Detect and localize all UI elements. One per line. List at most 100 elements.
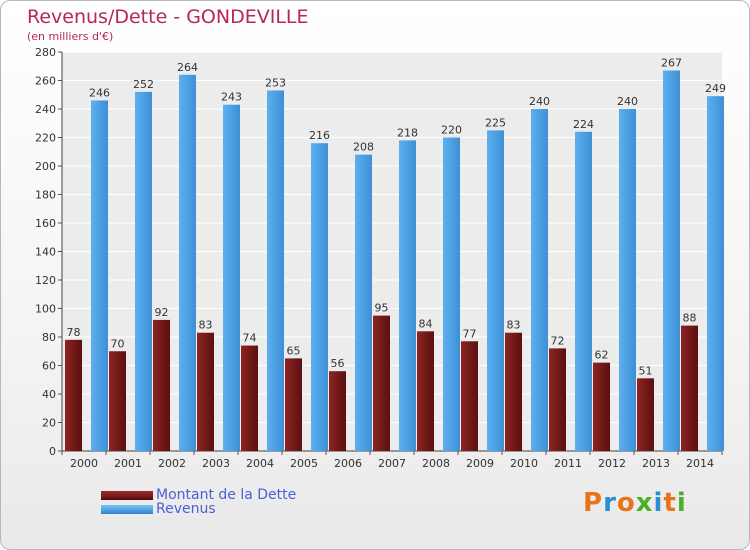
x-tick-label-2009: 2009 bbox=[466, 457, 494, 470]
y-tick-label-140: 140 bbox=[35, 246, 56, 259]
x-tick-label-2005: 2005 bbox=[290, 457, 318, 470]
data-label-dette-2000: 78 bbox=[67, 326, 81, 339]
bar-dette-2010 bbox=[505, 332, 522, 451]
x-tick-label-2004: 2004 bbox=[246, 457, 274, 470]
bar-revenus-2008 bbox=[443, 137, 460, 451]
data-label-dette-2005: 65 bbox=[287, 344, 301, 357]
bar-revenus-2002 bbox=[179, 74, 196, 452]
bar-dette-2007 bbox=[373, 315, 390, 451]
proxiti-logo-letter: i bbox=[676, 488, 687, 518]
bar-dette-2012 bbox=[593, 362, 610, 451]
y-tick-label-200: 200 bbox=[35, 160, 56, 173]
proxiti-logo-letter: r bbox=[603, 488, 617, 518]
data-label-revenus-2006: 208 bbox=[353, 141, 374, 154]
data-label-dette-2013: 51 bbox=[639, 364, 653, 377]
bar-revenus-2001 bbox=[135, 91, 152, 452]
bar-revenus-2013 bbox=[663, 70, 680, 452]
proxiti-logo-letter: P bbox=[583, 488, 604, 518]
bar-dette-2008 bbox=[417, 331, 434, 451]
data-label-dette-2003: 83 bbox=[199, 319, 213, 332]
data-label-dette-2009: 77 bbox=[463, 327, 477, 340]
legend-swatch-dette bbox=[101, 491, 153, 500]
x-tick-label-2000: 2000 bbox=[70, 457, 98, 470]
x-tick-label-2007: 2007 bbox=[378, 457, 406, 470]
proxiti-logo-letter: o bbox=[616, 488, 636, 518]
bar-revenus-2003 bbox=[223, 104, 240, 451]
chart-subtitle: (en milliers d'€) bbox=[27, 30, 114, 43]
data-label-dette-2007: 95 bbox=[375, 302, 389, 315]
data-label-revenus-2009: 225 bbox=[485, 116, 506, 129]
x-tick-label-2013: 2013 bbox=[642, 457, 670, 470]
x-tick-label-2001: 2001 bbox=[114, 457, 142, 470]
y-tick-label-180: 180 bbox=[35, 189, 56, 202]
data-label-revenus-2000: 246 bbox=[89, 86, 110, 99]
bar-revenus-2014 bbox=[707, 96, 724, 452]
data-label-revenus-2010: 240 bbox=[529, 95, 550, 108]
x-tick-label-2011: 2011 bbox=[554, 457, 582, 470]
bar-dette-2003 bbox=[197, 332, 214, 451]
y-tick-label-120: 120 bbox=[35, 274, 56, 287]
data-label-revenus-2012: 240 bbox=[617, 95, 638, 108]
y-tick-label-60: 60 bbox=[42, 360, 56, 373]
bar-dette-2009 bbox=[461, 341, 478, 451]
x-tick-label-2002: 2002 bbox=[158, 457, 186, 470]
data-label-revenus-2005: 216 bbox=[309, 129, 330, 142]
proxiti-logo-letter: t bbox=[663, 488, 677, 518]
data-label-revenus-2003: 243 bbox=[221, 91, 242, 104]
data-label-revenus-2014: 249 bbox=[705, 82, 726, 95]
proxiti-logo-letter: x bbox=[635, 488, 654, 518]
bar-dette-2014 bbox=[681, 325, 698, 451]
bar-dette-2000 bbox=[65, 339, 82, 451]
y-tick-label-240: 240 bbox=[35, 103, 56, 116]
x-tick-label-2008: 2008 bbox=[422, 457, 450, 470]
y-tick-label-0: 0 bbox=[49, 445, 56, 458]
data-label-dette-2011: 72 bbox=[551, 334, 565, 347]
legend-label-revenus: Revenus bbox=[156, 501, 216, 517]
data-label-revenus-2001: 252 bbox=[133, 78, 154, 91]
y-tick-label-220: 220 bbox=[35, 132, 56, 145]
proxiti-logo-letter: i bbox=[653, 488, 664, 518]
bar-dette-2004 bbox=[241, 345, 258, 451]
bar-revenus-2010 bbox=[531, 109, 548, 451]
chart-title: Revenus/Dette - GONDEVILLE bbox=[27, 6, 309, 28]
bar-revenus-2000 bbox=[91, 100, 108, 451]
data-label-revenus-2008: 220 bbox=[441, 124, 462, 137]
x-tick-label-2012: 2012 bbox=[598, 457, 626, 470]
data-label-revenus-2002: 264 bbox=[177, 61, 198, 74]
legend-label-dette: Montant de la Dette bbox=[156, 487, 297, 503]
bar-revenus-2007 bbox=[399, 140, 416, 451]
bar-dette-2002 bbox=[153, 319, 170, 451]
x-tick-label-2014: 2014 bbox=[686, 457, 714, 470]
data-label-dette-2004: 74 bbox=[243, 332, 257, 345]
data-label-dette-2006: 56 bbox=[331, 357, 345, 370]
bar-dette-2005 bbox=[285, 358, 302, 451]
data-label-revenus-2011: 224 bbox=[573, 118, 594, 131]
data-label-dette-2010: 83 bbox=[507, 319, 521, 332]
y-tick-label-160: 160 bbox=[35, 217, 56, 230]
y-tick-label-280: 280 bbox=[35, 46, 56, 59]
bar-dette-2006 bbox=[329, 371, 346, 451]
y-tick-label-20: 20 bbox=[42, 417, 56, 430]
bar-revenus-2005 bbox=[311, 143, 328, 451]
x-tick-label-2003: 2003 bbox=[202, 457, 230, 470]
bar-revenus-2004 bbox=[267, 90, 284, 451]
bar-revenus-2006 bbox=[355, 154, 372, 451]
y-tick-label-100: 100 bbox=[35, 303, 56, 316]
data-label-dette-2002: 92 bbox=[155, 306, 169, 319]
data-label-revenus-2004: 253 bbox=[265, 76, 286, 89]
data-label-dette-2014: 88 bbox=[683, 312, 697, 325]
x-tick-label-2010: 2010 bbox=[510, 457, 538, 470]
y-tick-label-40: 40 bbox=[42, 388, 56, 401]
legend-swatch-revenus bbox=[101, 505, 153, 514]
proxiti-logo: Proxiti bbox=[583, 488, 687, 518]
bar-dette-2001 bbox=[109, 351, 126, 451]
data-label-dette-2012: 62 bbox=[595, 349, 609, 362]
data-label-revenus-2013: 267 bbox=[661, 57, 682, 70]
y-tick-label-80: 80 bbox=[42, 331, 56, 344]
bar-revenus-2009 bbox=[487, 130, 504, 451]
data-label-dette-2008: 84 bbox=[419, 317, 433, 330]
bar-revenus-2011 bbox=[575, 131, 592, 452]
bar-revenus-2012 bbox=[619, 109, 636, 451]
